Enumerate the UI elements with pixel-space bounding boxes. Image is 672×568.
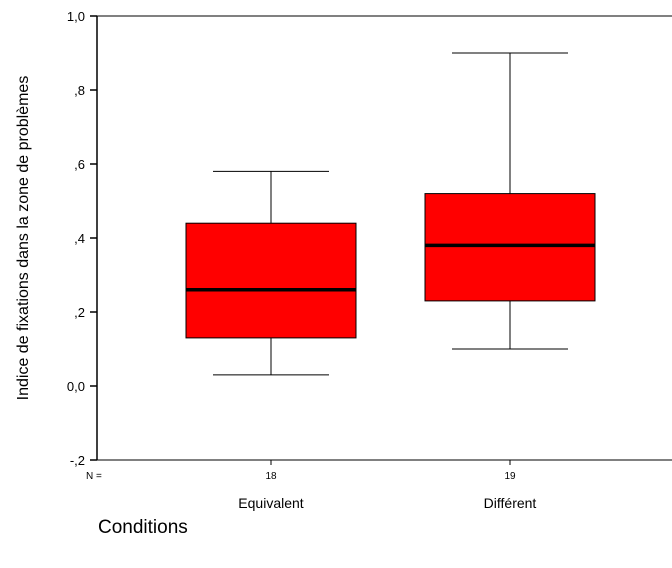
x-category-label: Equivalent (238, 495, 303, 511)
box-equivalent (185, 170, 357, 376)
y-tick-label: 1,0 (67, 9, 85, 24)
y-tick-label: 0,0 (67, 379, 85, 394)
y-tick-label: ,6 (74, 157, 85, 172)
n-prefix-label: N = (86, 471, 102, 482)
x-axis-ticks: 18 Equivalent 19 Différent (238, 460, 536, 511)
y-tick-label: ,2 (74, 305, 85, 320)
iqr-box (424, 193, 596, 302)
y-tick-label: ,8 (74, 83, 85, 98)
x-category-label: Différent (484, 495, 537, 511)
n-count-label: 19 (504, 471, 516, 482)
box-diff-rent (424, 52, 596, 350)
n-count-label: 18 (265, 471, 277, 482)
iqr-box (185, 222, 357, 339)
y-axis-ticks: 1,0 ,8 ,6 ,4 ,2 0,0 -,2 (67, 9, 97, 468)
x-axis-title: Conditions (98, 517, 188, 538)
y-axis-title: Indice de fixations dans la zone de prob… (15, 76, 32, 401)
y-tick-label: ,4 (74, 231, 85, 246)
y-tick-label: -,2 (70, 453, 85, 468)
box-series (185, 52, 596, 376)
